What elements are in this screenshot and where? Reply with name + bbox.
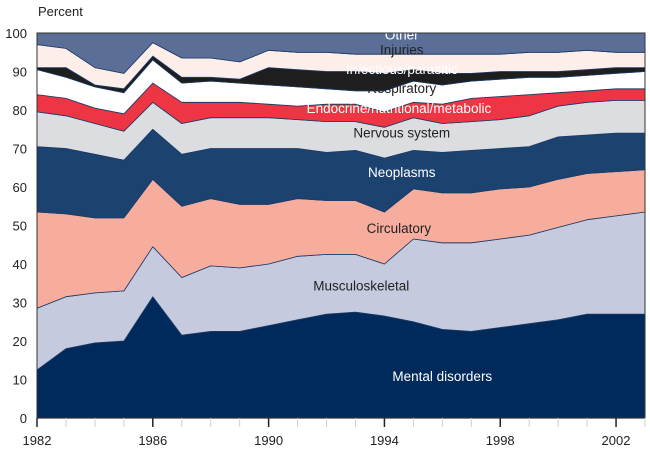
y-tick-label: 80 — [13, 103, 27, 118]
y-tick-label: 70 — [13, 142, 27, 157]
x-tick-label: 2002 — [602, 433, 631, 448]
x-tick-label: 1994 — [370, 433, 399, 448]
band-label-injuries: Injuries — [380, 42, 424, 57]
band-label-mental-disorders: Mental disorders — [392, 369, 492, 384]
y-tick-label: 30 — [13, 296, 27, 311]
x-tick-label: 1998 — [486, 433, 515, 448]
x-tick-label: 1982 — [23, 433, 52, 448]
band-label-infectious-parasitic: Infectious/parasitic — [346, 62, 458, 77]
band-label-respiratory: Respiratory — [367, 81, 436, 96]
y-tick-label: 50 — [13, 219, 27, 234]
y-axis: 0 10 20 30 40 50 60 70 80 90 100 — [5, 26, 27, 426]
band-label-neoplasms: Neoplasms — [368, 165, 436, 180]
x-axis: 1982 1986 1990 1994 1998 2002 — [23, 417, 646, 448]
y-axis-title: Percent — [38, 4, 83, 19]
y-tick-label: 20 — [13, 334, 27, 349]
x-tick-label: 1986 — [138, 433, 167, 448]
y-tick-label: 90 — [13, 65, 27, 80]
y-tick-label: 60 — [13, 180, 27, 195]
band-labels: Mental disorders Musculoskeletal Circulato… — [307, 27, 493, 384]
band-label-nervous-system: Nervous system — [353, 125, 450, 140]
band-label-circulatory: Circulatory — [367, 221, 432, 236]
x-tick-label: 1990 — [254, 433, 283, 448]
area-bands — [36, 32, 646, 419]
band-label-endocrine-nutritional-metabolic: Endocrine/nutritional/metabolic — [307, 101, 492, 116]
y-tick-label: 10 — [13, 373, 27, 388]
band-label-musculoskeletal: Musculoskeletal — [313, 279, 409, 294]
y-tick-label: 40 — [13, 257, 27, 272]
band-label-other: Other — [385, 27, 419, 42]
y-tick-label: 0 — [20, 411, 27, 426]
y-tick-label: 100 — [5, 26, 27, 41]
